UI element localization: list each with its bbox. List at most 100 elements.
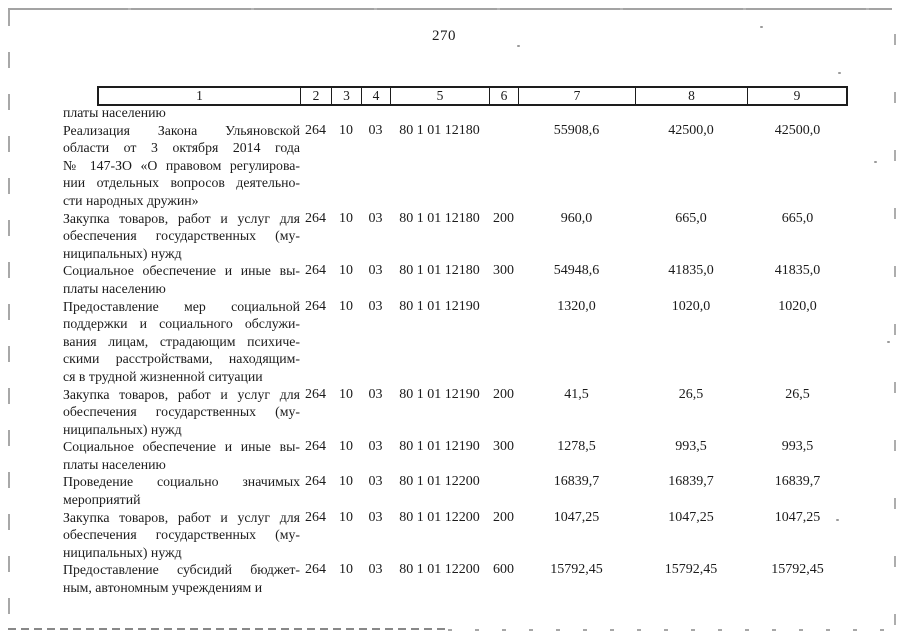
budget-table: платы населению Реализация Закона Ульяно… [63,104,848,597]
table-body: платы населению Реализация Закона Ульяно… [63,104,848,597]
cell-col7: 1047,25 [553,509,600,525]
cell-col9: 1020,0 [778,298,817,314]
table-row: Предоставление мер социальной поддержки и… [63,298,848,386]
cell-col2: 264 [305,509,326,525]
cell-col9 [747,104,848,122]
cell-col4: 03 [368,386,383,402]
cell-name: Предоставление субсидий бюджет-ным, авто… [63,562,300,596]
cell-col7: 41,5 [564,386,589,402]
cell-col9: 26,5 [785,386,810,402]
cell-col3: 10 [339,562,353,578]
table-row: Закупка товаров, работ и услуг для обеспе… [63,509,848,562]
cell-col3: 10 [339,122,353,138]
table-row: Социальное обеспечение и иные вы-платы н… [63,438,848,473]
cell-col9: 41835,0 [774,263,821,279]
cell-col6 [489,473,518,508]
header-cell-4: 4 [361,88,390,104]
cell-col8: 16839,7 [668,474,714,490]
scan-speck [760,26,763,28]
header-cell-2: 2 [300,88,331,104]
cell-name: Социальное обеспечение и иные вы-платы н… [63,263,300,296]
cell-col4: 03 [368,474,383,490]
cell-col6: 300 [493,439,514,455]
table-header-row: 1 2 3 4 5 6 7 8 9 [97,86,848,106]
cell-col4: 03 [368,298,383,314]
cell-col2: 264 [305,386,326,402]
scan-border-top [8,8,892,10]
cell-col3: 10 [339,386,353,402]
scan-border-right [894,34,896,630]
cell-col7: 15792,45 [550,562,603,578]
cell-col2 [300,104,331,122]
cell-col2: 264 [305,439,326,455]
cell-col4: 03 [368,263,383,279]
header-cell-7: 7 [518,88,635,104]
cell-col4: 03 [368,562,383,578]
cell-col6 [489,104,518,122]
cell-name: Реализация Закона Ульяновской области от … [63,122,300,208]
table-row: Реализация Закона Ульяновской области от … [63,122,848,210]
header-cell-6: 6 [489,88,518,104]
cell-col8: 993,5 [675,439,707,455]
cell-col5: 80 1 01 12190 [399,439,480,455]
cell-col2: 264 [305,122,326,138]
cell-name: Закупка товаров, работ и услуг для обеспе… [63,210,300,261]
scan-speck [517,45,520,47]
cell-col6: 200 [493,386,514,402]
cell-col6 [489,298,518,386]
cell-col7: 960,0 [560,210,593,226]
cell-col4: 03 [368,509,383,525]
cell-col7: 54948,6 [553,263,600,279]
cell-col6: 200 [493,210,514,226]
table-row: Предоставление субсидий бюджет-ным, авто… [63,561,848,596]
cell-col8: 26,5 [678,386,704,402]
cell-col7 [518,104,635,122]
cell-col9: 665,0 [781,210,814,226]
cell-col3: 10 [339,298,353,314]
cell-col5: 80 1 01 12190 [399,298,480,314]
cell-name: Предоставление мер социальной поддержки и… [63,298,300,384]
cell-col8: 1020,0 [671,298,711,314]
cell-col5: 80 1 01 12200 [399,474,480,490]
cell-col5: 80 1 01 12200 [399,509,480,525]
cell-name: Социальное обеспечение и иные вы-платы н… [63,439,300,472]
table-row: Социальное обеспечение и иные вы-платы н… [63,262,848,297]
header-cell-9: 9 [747,88,846,104]
cell-col6: 300 [493,263,514,279]
cell-col8: 665,0 [675,210,707,226]
cell-col9: 42500,0 [774,122,821,138]
cell-col4: 03 [368,439,383,455]
header-cell-3: 3 [331,88,361,104]
cell-name: Проведение социально значимых мероприятий [63,474,300,508]
cell-col8 [635,104,747,122]
cell-col7: 16839,7 [553,474,600,490]
table-row: Проведение социально значимых мероприятий… [63,473,848,508]
cell-col7: 55908,6 [553,122,600,138]
cell-col3: 10 [339,210,353,226]
cell-col2: 264 [305,298,326,314]
table-row: Закупка товаров, работ и услуг для обеспе… [63,210,848,263]
page-number: 270 [432,28,456,44]
cell-col6 [489,122,518,210]
cell-col9: 1047,25 [774,509,821,525]
cell-name: Закупка товаров, работ и услуг для обеспе… [63,386,300,437]
cell-name: платы населению [63,105,166,120]
cell-col8: 1047,25 [668,509,714,525]
cell-name: Закупка товаров, работ и услуг для обеспе… [63,509,300,560]
cell-col8: 41835,0 [668,263,714,279]
cell-col3 [331,104,361,122]
cell-col7: 1278,5 [557,439,596,455]
cell-col7: 1320,0 [557,298,596,314]
table-row: Закупка товаров, работ и услуг для обеспе… [63,386,848,439]
cell-col6: 200 [493,509,514,525]
cell-col5: 80 1 01 12180 [399,210,480,226]
cell-col9: 16839,7 [774,474,821,490]
cell-col3: 10 [339,509,353,525]
scan-speck [838,72,841,74]
scan-border-left [8,10,10,628]
header-cell-5: 5 [390,88,489,104]
cell-col2: 264 [305,263,326,279]
cell-col2: 264 [305,210,326,226]
table-row: платы населению [63,104,848,122]
scan-border-bottom [8,628,892,631]
